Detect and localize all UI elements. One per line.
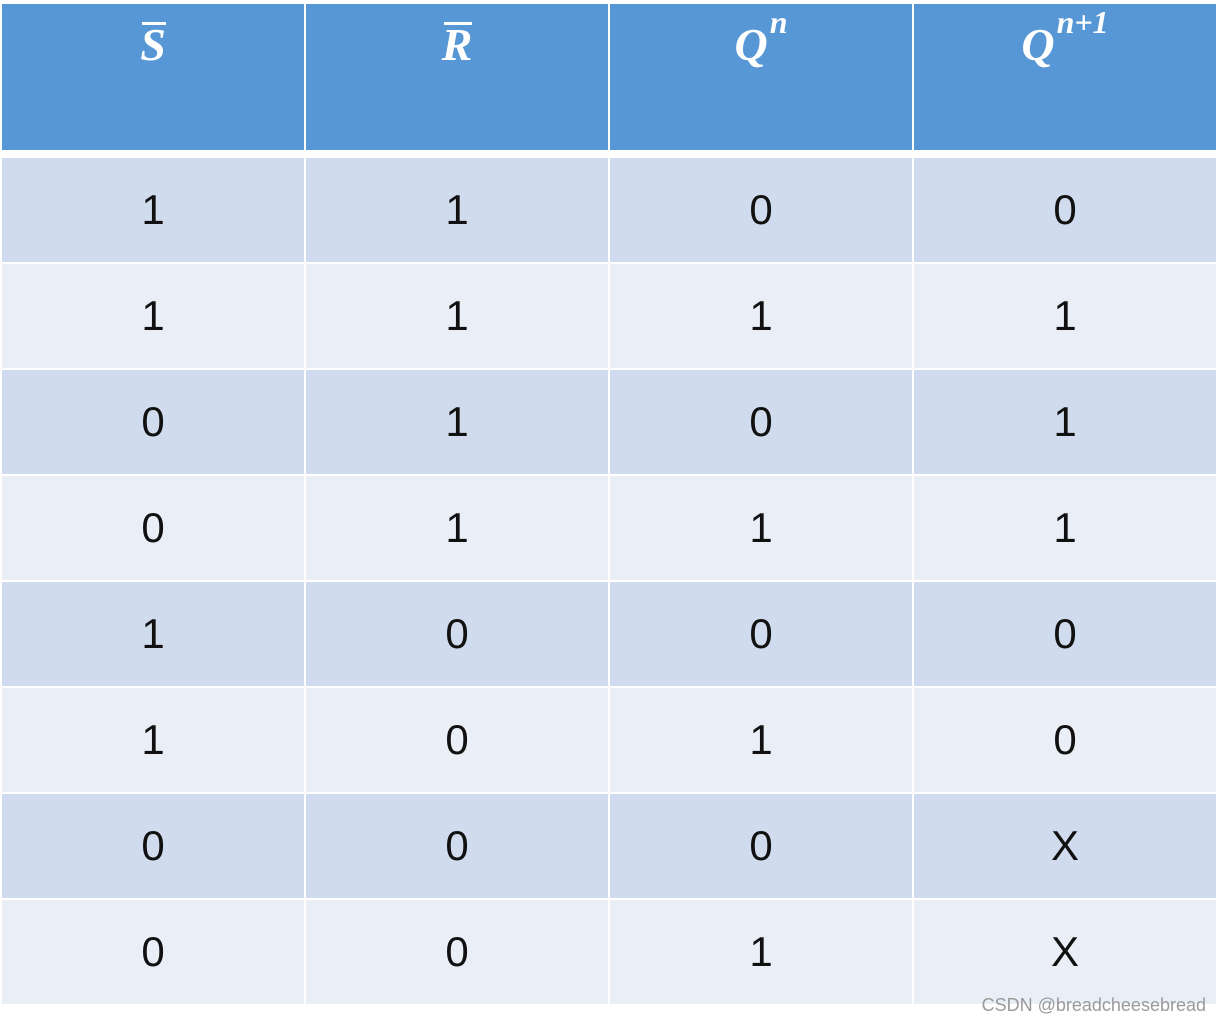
table-cell: 0 [306,900,608,1004]
header-superscript: n [769,4,788,40]
header-symbol: R [441,19,473,70]
header-superscript: n+1 [1056,4,1109,40]
spacer [2,152,1216,156]
table-cell: 0 [306,688,608,792]
table-cell: 1 [2,264,304,368]
header-cell: S [2,4,304,150]
header-symbol: S [140,19,166,70]
table-cell: 1 [2,582,304,686]
table-cell: 0 [2,370,304,474]
table-cell: 1 [914,370,1216,474]
table-cell: 0 [914,688,1216,792]
table-cell: 1 [2,688,304,792]
table-cell: 0 [610,582,912,686]
table-cell: 0 [914,158,1216,262]
table-cell: 0 [2,794,304,898]
table-cell: 0 [610,158,912,262]
table-cell: 0 [306,794,608,898]
table-cell: X [914,794,1216,898]
table-cell: 0 [914,582,1216,686]
table-cell: 1 [306,264,608,368]
table-cell: 1 [2,158,304,262]
table-cell: X [914,900,1216,1004]
table-cell: 1 [306,158,608,262]
table-cell: 1 [610,264,912,368]
table-cell: 0 [610,370,912,474]
table-cell: 1 [610,900,912,1004]
header-cell: R [306,4,608,150]
table-cell: 1 [914,476,1216,580]
table-cell: 1 [610,476,912,580]
table-cell: 0 [2,476,304,580]
table-cell: 1 [306,370,608,474]
table-cell: 1 [914,264,1216,368]
table-cell: 0 [306,582,608,686]
table-cell: 1 [306,476,608,580]
table-cell: 0 [2,900,304,1004]
header-symbol: Q [1021,19,1055,70]
watermark: CSDN @breadcheesebread [981,995,1206,1015]
table-cell: 0 [610,794,912,898]
table-cell: 1 [610,688,912,792]
header-symbol: Q [734,19,768,70]
